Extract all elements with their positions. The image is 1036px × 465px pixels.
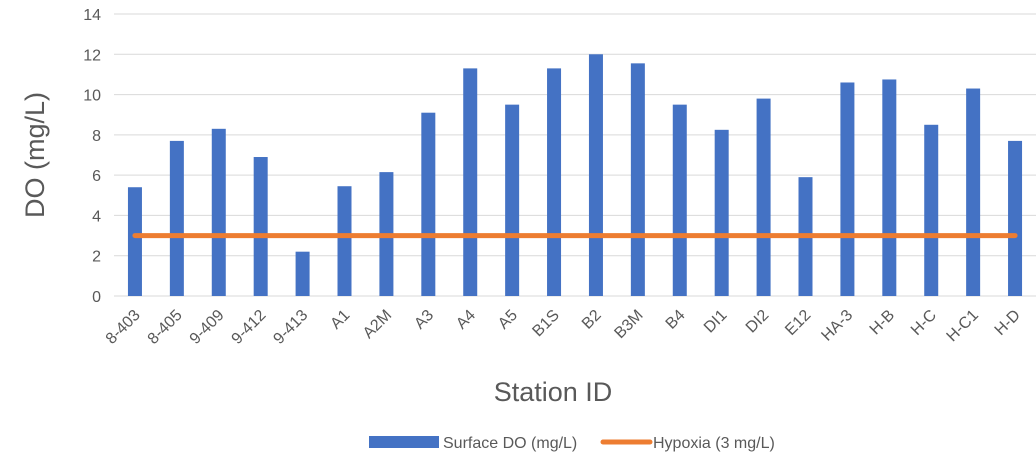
y-tick-label: 14 [83, 7, 101, 24]
bar [588, 54, 603, 297]
bar [337, 186, 352, 296]
x-tick-label: HA-3 [818, 307, 856, 345]
bar [463, 68, 478, 296]
y-axis-ticks: 0 2 4 6 8 10 12 14 [83, 7, 101, 306]
bar [253, 157, 268, 296]
bar [421, 112, 436, 296]
legend-swatch-bar [369, 436, 439, 448]
x-tick-label: 8-403 [103, 307, 144, 348]
x-tick-label: A5 [495, 307, 521, 333]
x-tick-label: H-D [992, 307, 1024, 339]
x-tick-label: DI2 [743, 307, 773, 337]
x-tick-label: B2 [579, 307, 605, 333]
legend-label-bar: Surface DO (mg/L) [443, 435, 577, 452]
x-tick-label: B1S [529, 307, 562, 340]
x-tick-label: H-C1 [944, 307, 982, 345]
bar [882, 79, 897, 296]
legend: Surface DO (mg/L) Hypoxia (3 mg/L) [369, 435, 775, 452]
x-tick-label: DI1 [701, 307, 731, 337]
legend-label-line: Hypoxia (3 mg/L) [653, 435, 775, 452]
bar [547, 68, 562, 296]
bar [672, 104, 687, 297]
bar [966, 88, 981, 297]
bar [295, 251, 310, 296]
x-tick-label: A3 [411, 307, 437, 333]
bar [127, 187, 142, 296]
x-tick-label: H-B [867, 307, 899, 339]
bar [169, 140, 184, 296]
bar [756, 98, 771, 296]
x-tick-label: 8-405 [145, 307, 186, 348]
gridlines [114, 13, 1036, 297]
bar [630, 63, 645, 296]
x-tick-label: A2M [360, 307, 395, 342]
bar [1008, 140, 1023, 296]
x-tick-label: B3M [611, 307, 646, 342]
bar [924, 124, 939, 297]
y-tick-label: 2 [92, 249, 101, 266]
x-tick-label: 9-413 [270, 307, 311, 348]
y-axis-title: DO (mg/L) [20, 92, 50, 218]
x-axis-title: Station ID [494, 377, 613, 407]
y-tick-label: 0 [92, 289, 101, 306]
bar [714, 129, 729, 296]
y-tick-label: 8 [92, 128, 101, 145]
bar [505, 104, 520, 297]
bar [211, 128, 226, 296]
x-tick-label: 9-409 [187, 307, 228, 348]
x-axis-ticks: 8-403 8-405 9-409 9-412 9-413 A1 A2M A3 A4 A5 B1S B… [103, 307, 1024, 348]
y-tick-label: 4 [92, 208, 101, 225]
x-tick-label: 9-412 [229, 307, 270, 348]
bar-series [127, 54, 1023, 297]
x-tick-label: E12 [782, 307, 814, 339]
x-tick-label: B4 [663, 307, 689, 333]
bar [840, 82, 855, 296]
x-tick-label: A1 [327, 307, 353, 333]
y-tick-label: 12 [83, 47, 101, 64]
x-tick-label: H-C [908, 307, 940, 339]
y-tick-label: 10 [83, 88, 101, 105]
x-tick-label: A4 [453, 307, 479, 333]
y-tick-label: 6 [92, 168, 101, 185]
